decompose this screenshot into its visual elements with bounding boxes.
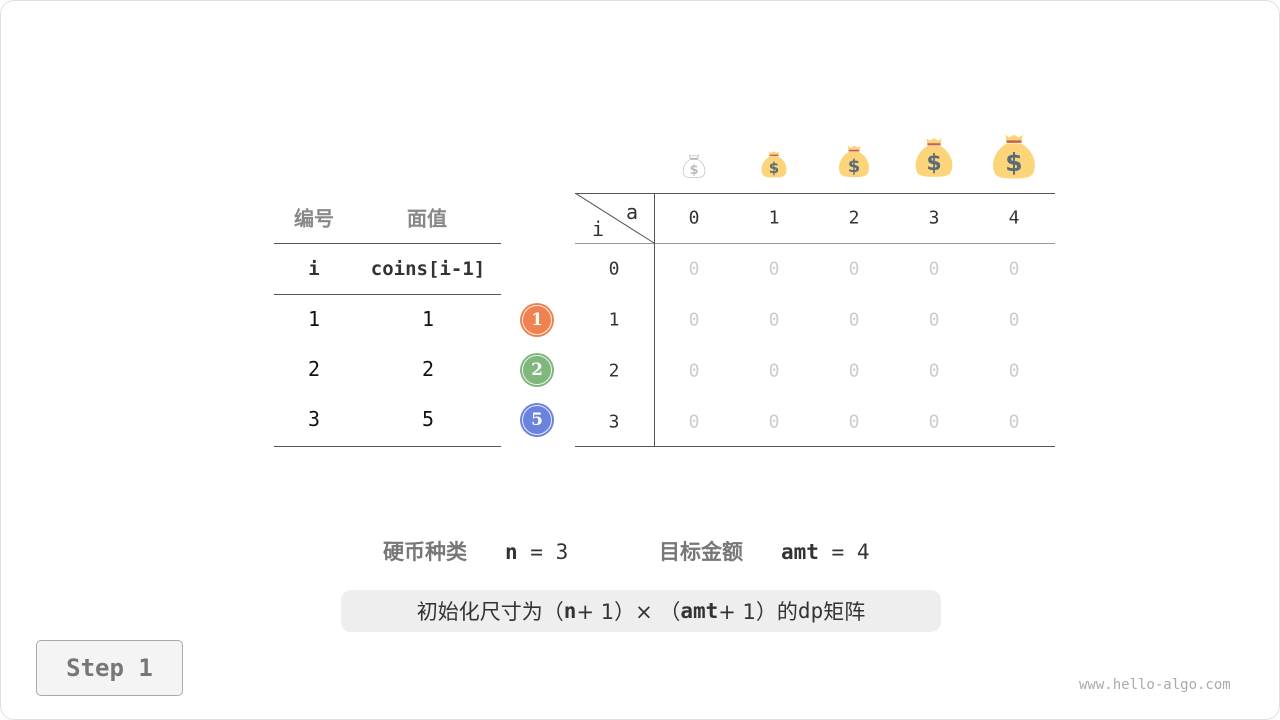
row-header: 2 — [608, 360, 620, 382]
column-header: 2 — [848, 207, 860, 229]
divider — [274, 243, 501, 244]
note-text: + 1）的 — [718, 600, 798, 624]
column-header: 4 — [1008, 207, 1020, 229]
description-note: 初始化尺寸为（ n + 1）× （amt + 1）的 dp 矩阵 — [341, 590, 941, 632]
row-i: 2 — [307, 357, 321, 381]
note-text: 矩阵 — [823, 600, 866, 624]
divider — [274, 446, 501, 447]
dp-cell: 0 — [1008, 309, 1020, 331]
dp-cell: 0 — [848, 360, 860, 382]
watermark: www.hello-algo.com — [1079, 677, 1231, 693]
row-i: 1 — [307, 307, 321, 331]
row-coin: 1 — [421, 307, 435, 331]
row-header: 3 — [608, 411, 620, 433]
money-bag-icon: $ — [993, 134, 1035, 179]
dp-cell: 0 — [928, 360, 940, 382]
note-text: 初始化尺寸为（ — [416, 600, 564, 624]
row-coin: 2 — [421, 357, 435, 381]
dp-cell: 0 — [768, 411, 780, 433]
dp-cell: 0 — [928, 309, 940, 331]
dp-cell: 0 — [1008, 360, 1020, 382]
dp-cell: 0 — [1008, 258, 1020, 280]
money-bag-icon: $ — [761, 151, 787, 178]
n-var: n — [504, 540, 518, 564]
amt-label: 目标金额 — [659, 540, 743, 564]
note-dp: dp — [797, 599, 824, 623]
amt-value: 4 — [856, 540, 870, 564]
divider — [575, 193, 1055, 194]
dp-cell: 0 — [768, 309, 780, 331]
dp-cell: 0 — [1008, 411, 1020, 433]
corner-diagonal — [575, 193, 655, 244]
dp-cell: 0 — [768, 360, 780, 382]
amt-eq: = — [831, 540, 845, 564]
header-id: 编号 — [294, 206, 334, 231]
row-i: 3 — [307, 407, 321, 431]
dp-cell: 0 — [848, 411, 860, 433]
money-bag-outline-icon: $ — [682, 154, 706, 179]
header-value: 面值 — [407, 206, 447, 231]
svg-text:$: $ — [769, 159, 779, 177]
info-amt: 目标金额 amt = 4 — [659, 536, 870, 566]
svg-text:$: $ — [1005, 148, 1022, 177]
coin-icon: 1 — [520, 303, 554, 337]
divider — [274, 294, 501, 295]
info-n: 硬币种类 n = 3 — [383, 536, 568, 566]
step-button[interactable]: Step 1 — [36, 640, 183, 696]
dp-cell: 0 — [928, 258, 940, 280]
coin-icon: 2 — [520, 353, 554, 387]
dp-cell: 0 — [848, 309, 860, 331]
note-text: + 1）× （ — [576, 600, 681, 624]
svg-text:$: $ — [848, 156, 861, 177]
subheader-i: i — [308, 258, 320, 280]
divider — [575, 446, 1055, 447]
divider — [654, 193, 655, 446]
n-value: 3 — [555, 540, 569, 564]
note-amt: amt — [680, 599, 719, 623]
corner-col-label: a — [625, 200, 639, 224]
corner-row-label: i — [591, 217, 605, 241]
svg-text:$: $ — [689, 163, 698, 178]
column-header: 1 — [768, 207, 780, 229]
column-header: 3 — [928, 207, 940, 229]
amt-var: amt — [780, 540, 819, 564]
dp-cell: 0 — [768, 258, 780, 280]
dp-cell: 0 — [688, 360, 700, 382]
coin-icon: 5 — [520, 403, 554, 437]
dp-cell: 0 — [928, 411, 940, 433]
note-n: n — [563, 599, 577, 623]
subheader-coins: coins[i-1] — [370, 258, 486, 280]
row-coin: 5 — [421, 407, 435, 431]
dp-cell: 0 — [688, 411, 700, 433]
dp-cell: 0 — [848, 258, 860, 280]
money-bag-icon: $ — [915, 138, 953, 177]
dp-cell: 0 — [688, 258, 700, 280]
row-header: 1 — [608, 309, 620, 331]
n-eq: = — [530, 540, 543, 564]
dp-cell: 0 — [688, 309, 700, 331]
n-label: 硬币种类 — [383, 540, 467, 564]
svg-text:$: $ — [926, 151, 941, 176]
money-bag-icon: $ — [838, 145, 870, 178]
column-header: 0 — [688, 207, 700, 229]
divider — [575, 243, 1055, 244]
row-header: 0 — [608, 258, 620, 280]
